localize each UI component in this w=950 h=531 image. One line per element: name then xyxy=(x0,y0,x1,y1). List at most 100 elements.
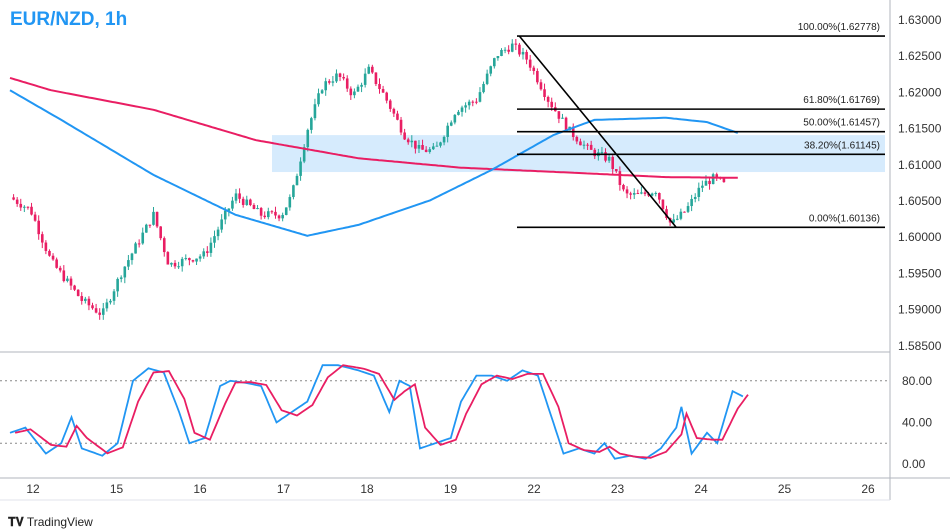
candle-body xyxy=(166,252,170,265)
candle-body xyxy=(227,208,231,211)
candle-body xyxy=(62,270,66,282)
candle-body xyxy=(679,211,683,219)
candle-body xyxy=(259,208,263,216)
candle-body xyxy=(675,218,679,220)
candle-body xyxy=(471,101,475,103)
candle-body xyxy=(134,243,137,254)
candle-body xyxy=(467,101,471,106)
candle-body xyxy=(697,187,701,198)
candle-body xyxy=(288,197,292,208)
candle-body xyxy=(256,208,259,210)
candle-body xyxy=(460,107,464,112)
candle-body xyxy=(564,117,568,131)
candle-body xyxy=(299,161,302,176)
time-tick-label: 25 xyxy=(778,482,792,496)
candle-body xyxy=(514,43,518,45)
candle-body xyxy=(381,89,385,93)
candle-body xyxy=(241,198,245,205)
candle-body xyxy=(313,104,317,119)
fib-level-label: 50.00%(1.61457) xyxy=(803,118,880,129)
candle-body xyxy=(101,308,105,315)
candle-body xyxy=(500,49,503,57)
candle-body xyxy=(234,193,238,201)
candle-body xyxy=(593,149,597,157)
candle-body xyxy=(335,73,338,82)
candle-body xyxy=(44,242,48,251)
candle-body xyxy=(614,169,618,172)
candle-body xyxy=(123,266,127,278)
candle-body xyxy=(442,136,446,143)
candle-body xyxy=(338,73,342,77)
candle-body xyxy=(331,81,335,83)
candle-body xyxy=(188,258,191,261)
candle-body xyxy=(446,125,449,137)
candle-body xyxy=(327,81,331,83)
time-tick-label: 19 xyxy=(444,482,458,496)
candle-body xyxy=(428,149,432,152)
candle-body xyxy=(80,296,84,301)
candle-body xyxy=(15,199,19,204)
candle-body xyxy=(184,258,188,260)
candle-body xyxy=(604,152,607,161)
candle-body xyxy=(277,215,281,219)
candle-body xyxy=(342,76,345,79)
candle-body xyxy=(127,260,130,267)
stoch-tick-label: 0.00 xyxy=(902,457,926,471)
candle-body xyxy=(198,256,202,259)
price-tick-label: 1.63000 xyxy=(898,13,942,27)
candle-body xyxy=(421,145,424,150)
candle-body xyxy=(607,156,611,161)
candle-body xyxy=(632,193,636,195)
candle-body xyxy=(403,132,406,140)
candle-body xyxy=(281,214,284,219)
candle-body xyxy=(40,234,44,243)
candle-body xyxy=(12,197,15,200)
candle-body xyxy=(19,203,23,208)
candle-body xyxy=(410,140,414,143)
candle-body xyxy=(51,255,55,260)
candle-body xyxy=(711,174,715,185)
candle-body xyxy=(539,82,543,90)
candle-body xyxy=(30,206,33,215)
candle-body xyxy=(482,83,485,93)
candle-body xyxy=(206,251,209,253)
price-tick-label: 1.62000 xyxy=(898,85,942,99)
candle-body xyxy=(252,205,256,210)
candle-body xyxy=(690,198,693,207)
candle-body xyxy=(112,291,116,301)
candle-body xyxy=(202,251,206,257)
candle-body xyxy=(173,262,177,267)
candle-body xyxy=(23,206,26,208)
ma-fast-line xyxy=(9,89,739,237)
candle-body xyxy=(485,73,489,84)
candle-body xyxy=(155,211,159,227)
candle-body xyxy=(91,305,94,309)
candle-body xyxy=(302,147,306,162)
candle-body xyxy=(26,206,30,208)
fib-level-label: 61.80%(1.61769) xyxy=(803,95,880,106)
stoch-tick-label: 80.00 xyxy=(902,374,932,388)
candle-body xyxy=(371,66,374,73)
price-tick-label: 1.59500 xyxy=(898,266,942,280)
stoch-tick-label: 40.00 xyxy=(902,415,932,429)
candle-body xyxy=(525,51,528,60)
candle-body xyxy=(432,146,435,150)
time-tick-label: 22 xyxy=(527,482,541,496)
candle-body xyxy=(424,149,428,152)
candle-body xyxy=(388,100,392,109)
candle-body xyxy=(220,219,223,230)
stoch-k-line xyxy=(9,364,744,460)
ma-slow-line xyxy=(9,76,738,179)
time-tick-label: 12 xyxy=(26,482,40,496)
candle-body xyxy=(518,44,521,55)
time-tick-label: 24 xyxy=(694,482,708,496)
candle-body xyxy=(145,224,148,233)
fib-level-label: 0.00%(1.60136) xyxy=(809,213,880,224)
candle-body xyxy=(274,211,277,216)
candle-body xyxy=(84,298,87,301)
time-tick-label: 16 xyxy=(193,482,207,496)
candle-body xyxy=(579,141,582,146)
candle-body xyxy=(209,242,213,253)
candle-body xyxy=(715,174,719,178)
